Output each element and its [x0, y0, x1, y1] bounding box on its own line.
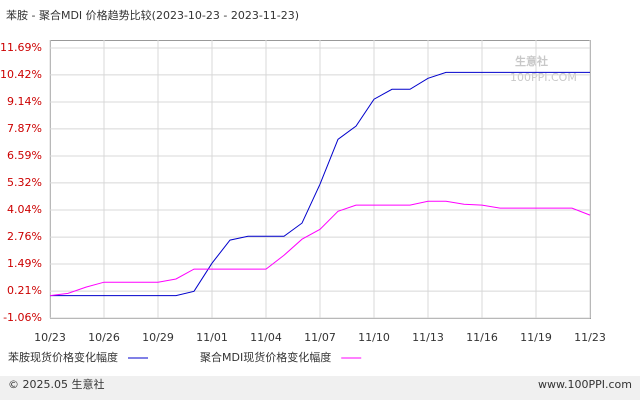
y-tick-label: 6.59% [7, 149, 42, 162]
y-tick-label: 5.32% [7, 176, 42, 189]
watermark: 生意社 [515, 54, 548, 68]
x-tick-label: 10/23 [34, 331, 66, 344]
footer-bg [0, 376, 640, 400]
y-tick-label: 2.76% [7, 230, 42, 243]
x-tick-label: 11/07 [304, 331, 336, 344]
series-line [49, 200, 591, 297]
footer-left: © 2025.05 生意社 [8, 377, 104, 391]
series-line [50, 71, 590, 297]
watermark: 100PPI.COM [510, 71, 577, 84]
x-tick-label: 11/04 [250, 331, 282, 344]
y-tick-label: 1.49% [7, 257, 42, 270]
legend-label: 聚合MDI现货价格变化幅度 [200, 350, 331, 364]
y-tick-label: 11.69% [0, 41, 42, 54]
footer-right: www.100PPI.com [538, 378, 632, 391]
y-tick-label: 10.42% [0, 68, 42, 81]
x-tick-label: 11/10 [358, 331, 390, 344]
x-tick-label: 11/13 [412, 331, 444, 344]
x-tick-label: 11/23 [574, 331, 606, 344]
x-tick-label: 11/19 [520, 331, 552, 344]
chart-title: 苯胺 - 聚合MDI 价格趋势比较(2023-10-23 - 2023-11-2… [6, 8, 299, 22]
x-tick-label: 10/29 [142, 331, 174, 344]
y-tick-label: 0.21% [7, 284, 42, 297]
x-tick-label: 10/26 [88, 331, 120, 344]
legend-label: 苯胺现货价格变化幅度 [8, 350, 118, 364]
y-tick-label: -1.06% [3, 311, 42, 324]
y-tick-label: 7.87% [7, 122, 42, 135]
y-tick-label: 4.04% [7, 203, 42, 216]
x-tick-label: 11/01 [196, 331, 228, 344]
y-tick-label: 9.14% [7, 95, 42, 108]
x-tick-label: 11/16 [466, 331, 498, 344]
